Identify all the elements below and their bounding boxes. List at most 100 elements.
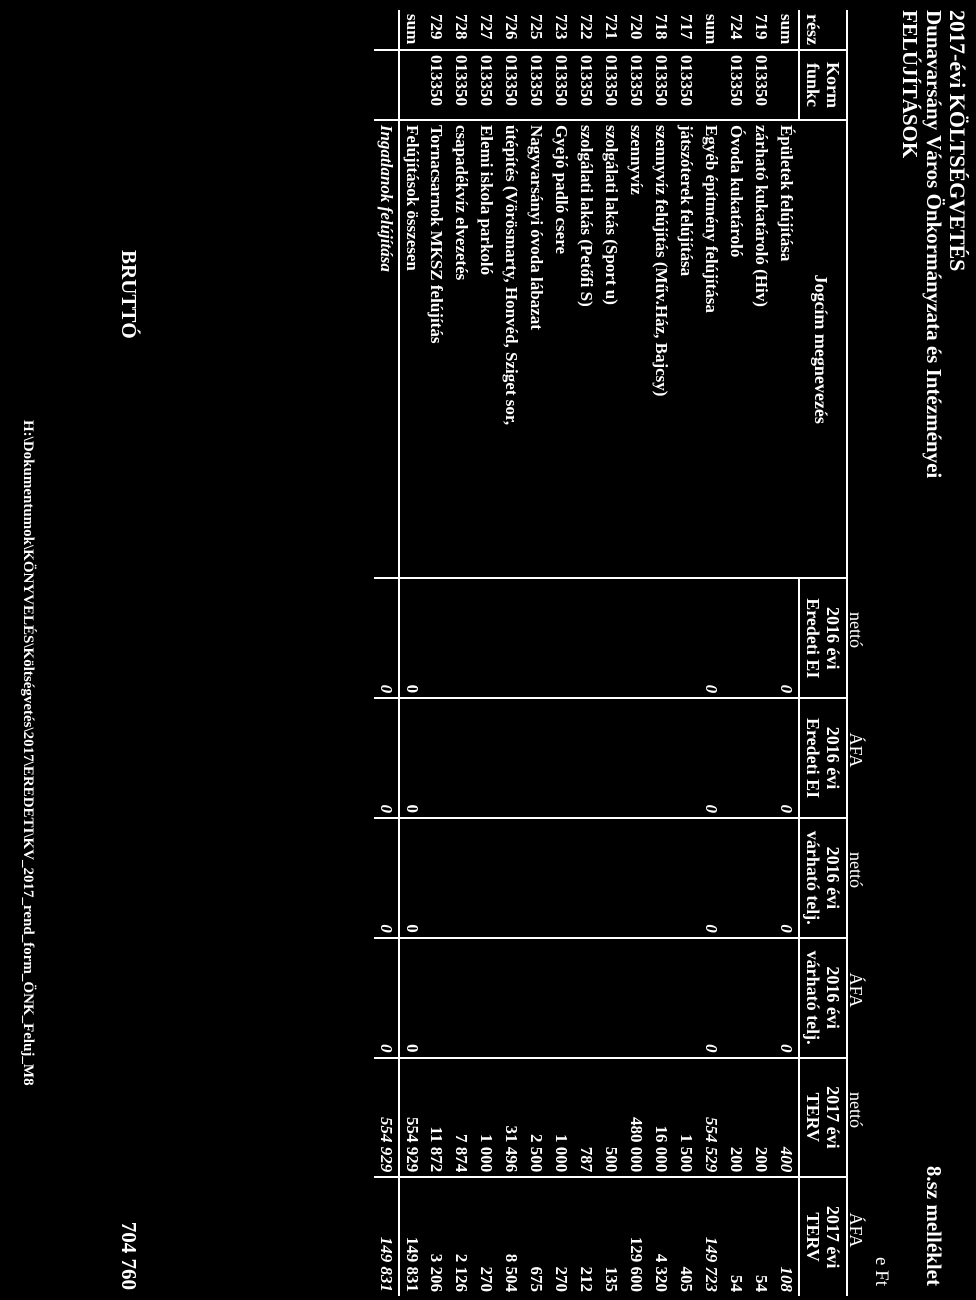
cell-korm: 013350 — [474, 49, 499, 120]
cell-v6: 54 — [749, 1177, 774, 1296]
cell-name: csapadékvíz elvezetés — [449, 119, 474, 579]
col-c6: 2017 évi — [823, 1177, 847, 1296]
brutto-value: 704 760 — [117, 1221, 141, 1290]
top-label-afa-2: ÁFA — [846, 972, 866, 1008]
cell-v3 — [724, 817, 749, 938]
cell-name: Épületek felújítása — [774, 119, 799, 579]
cell-v3 — [749, 817, 774, 938]
cell-name: Egyéb építmény felújítása — [699, 119, 724, 579]
cell-name: szolgálati lakás (Sport u) — [599, 119, 624, 579]
cell-resz: 725 — [527, 14, 547, 40]
col-c6-sub: TERV — [799, 1177, 823, 1296]
cell-v3 — [449, 817, 474, 938]
top-label-netto-3: nettó — [846, 1092, 866, 1128]
cell-v3 — [599, 817, 624, 938]
cell-korm: 013350 — [424, 49, 449, 120]
cell-v4 — [424, 937, 449, 1058]
cell-v1 — [599, 578, 624, 699]
cell-v6: 2 126 — [449, 1177, 474, 1296]
cell-v6: 405 — [674, 1177, 699, 1296]
organization-name: Dunavarsány Város Önkormányzata és Intéz… — [922, 10, 946, 479]
cell-v2: 0 — [774, 698, 799, 818]
col-c3-sub: várható telj. — [799, 817, 823, 938]
table-row: 718 013350 szennyvíz felújítás (Műv.Ház, B… — [649, 10, 674, 1296]
cell-v4 — [549, 937, 574, 1058]
top-label-netto-1: nettó — [846, 612, 866, 648]
cell-korm: 013350 — [524, 49, 549, 120]
col-resz-sub: rész — [799, 10, 823, 50]
cell-v5: 787 — [574, 1057, 599, 1178]
cell-v5: 200 — [724, 1057, 749, 1178]
section-title: FELÚJÍTÁSOK — [898, 10, 922, 159]
top-label-afa-3: ÁFA — [846, 1212, 866, 1248]
cell-korm: 013350 — [449, 49, 474, 120]
cell-korm: 013350 — [599, 49, 624, 120]
cell-v3 — [674, 817, 699, 938]
cell-v6: 135 — [599, 1177, 624, 1296]
cell-v4 — [599, 937, 624, 1058]
cell-resz: sum — [702, 14, 722, 45]
cell-v2: 0 — [399, 698, 424, 818]
cell-v3: 0 — [699, 817, 724, 938]
cell-v5: 554 929 — [399, 1057, 424, 1178]
cell-v5: 554 529 — [699, 1057, 724, 1178]
cell-korm: 013350 — [724, 49, 749, 120]
cell-v6: 129 600 — [624, 1177, 649, 1296]
cell-korm: 013350 — [574, 49, 599, 120]
table-row: 722 013350 szolgálati lakás (Petőfi S) 787 2… — [574, 10, 599, 1296]
cell-v4 — [674, 937, 699, 1058]
cell-v3 — [424, 817, 449, 938]
cell-resz: 728 — [452, 14, 472, 40]
cell-v2 — [749, 698, 774, 818]
cell-name: Ingatlanok felújítása — [374, 119, 399, 579]
cell-v3 — [574, 817, 599, 938]
cell-v2 — [674, 698, 699, 818]
cell-v1 — [574, 578, 599, 699]
cell-v2 — [574, 698, 599, 818]
cell-v6: 149 831 — [399, 1177, 424, 1296]
cell-v4 — [749, 937, 774, 1058]
cell-v1 — [499, 578, 524, 699]
cell-v5: 480 000 — [624, 1057, 649, 1178]
cell-v6: 4 320 — [649, 1177, 674, 1296]
cell-resz: 718 — [652, 14, 672, 40]
cell-resz: 724 — [727, 14, 747, 40]
cell-v4 — [449, 937, 474, 1058]
cell-v5: 200 — [749, 1057, 774, 1178]
unit-label: e Ft — [871, 1256, 892, 1286]
cell-v1 — [649, 578, 674, 699]
cell-v5: 500 — [599, 1057, 624, 1178]
cell-resz: 726 — [502, 14, 522, 40]
cell-v3 — [549, 817, 574, 938]
col-c4-sub: várható telj. — [799, 937, 823, 1058]
cell-resz: 717 — [677, 14, 697, 40]
cell-v4 — [524, 937, 549, 1058]
cell-v2 — [649, 698, 674, 818]
cell-v5: 7 874 — [449, 1057, 474, 1178]
table-row: 726 013350 útépítés (Vörösmarty, Honvéd, S… — [499, 10, 524, 1296]
cell-v2: 0 — [374, 698, 399, 818]
cell-v5: 1 500 — [674, 1057, 699, 1178]
document-title: 2017-évi KÖLTSÉGVETÉS — [945, 10, 970, 272]
cell-name: szennyvíz felújítás (Műv.Ház, Bajcsy) — [649, 119, 674, 579]
cell-resz: 720 — [627, 14, 647, 40]
cell-v4 — [574, 937, 599, 1058]
cell-v1 — [424, 578, 449, 699]
cell-v5: 1 000 — [549, 1057, 574, 1178]
table-row: 724 013350 Óvoda kukatároló 200 54 — [724, 10, 749, 1296]
cell-v6: 3 206 — [424, 1177, 449, 1296]
col-korm: Korm — [823, 49, 847, 120]
cell-name: játszóterek felújítása — [674, 119, 699, 579]
table-row: 717 013350 játszóterek felújítása 1 500 405 — [674, 10, 699, 1296]
cell-v3 — [524, 817, 549, 938]
brutto-label: BRUTTÓ — [117, 250, 141, 339]
cell-v5: 31 496 — [499, 1057, 524, 1178]
cell-resz: 727 — [477, 14, 497, 40]
cell-korm — [374, 49, 399, 120]
cell-v6: 270 — [549, 1177, 574, 1296]
cell-resz: 721 — [602, 14, 622, 40]
cell-v4 — [474, 937, 499, 1058]
table-row: 725 013350 Nagyvarsányi óvoda lábazat 2 500… — [524, 10, 549, 1296]
cell-resz: 719 — [752, 14, 772, 40]
table-row: 723 013350 Gyejó padló csere 1 000 270 — [549, 10, 574, 1296]
